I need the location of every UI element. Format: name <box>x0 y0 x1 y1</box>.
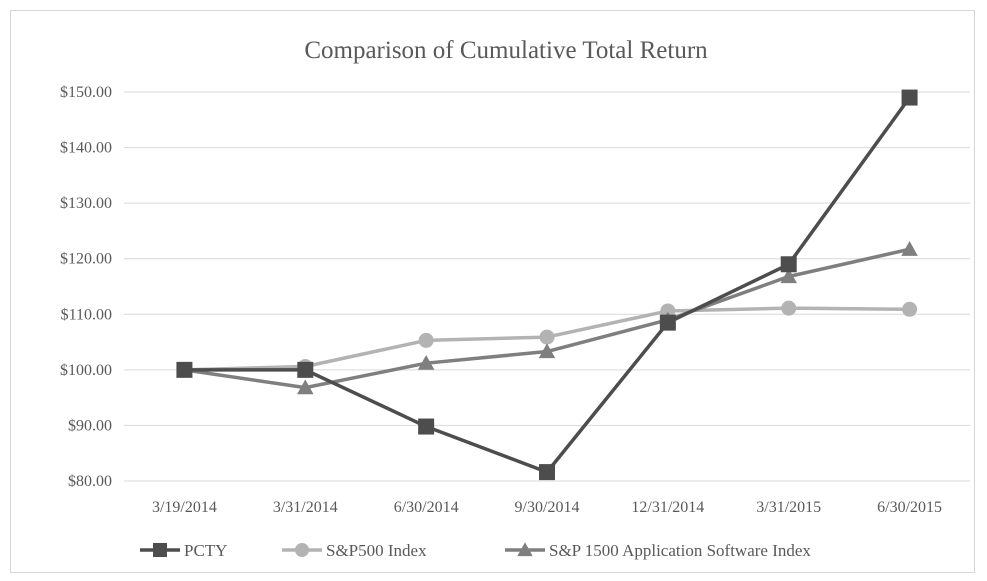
series-pcty <box>176 89 918 481</box>
legend-label: PCTY <box>184 541 227 560</box>
y-tick-label: $90.00 <box>68 417 112 434</box>
x-tick-label: 9/30/2014 <box>515 499 580 516</box>
data-point-circle <box>781 300 797 316</box>
data-point-square <box>659 314 676 331</box>
y-axis-ticks: $80.00 $90.00 $100.00 $110.00 $120.00 $130.00… <box>60 84 112 490</box>
x-tick-label: 3/31/2014 <box>273 499 338 516</box>
x-tick-label: 6/30/2014 <box>394 499 459 516</box>
data-point-square <box>539 464 555 481</box>
data-point-square <box>153 543 167 557</box>
x-axis-ticks: 3/19/2014 3/31/2014 6/30/2014 9/30/2014 12/3… <box>152 499 942 516</box>
chart-frame <box>10 10 975 573</box>
legend: PCTY S&P500 Index S&P 1500 Application Sof… <box>140 541 811 560</box>
y-tick-label: $130.00 <box>60 195 112 212</box>
data-point-triangle <box>538 343 556 359</box>
y-tick-label: $140.00 <box>60 140 112 157</box>
data-point-circle <box>295 543 309 557</box>
series-lines <box>176 89 918 481</box>
series-s-p500-index <box>176 300 918 378</box>
data-point-triangle <box>417 354 435 370</box>
data-point-square <box>176 361 193 378</box>
x-tick-label: 6/30/2015 <box>877 499 942 516</box>
data-point-triangle <box>901 241 918 256</box>
data-point-triangle <box>517 542 533 557</box>
data-point-square <box>901 89 918 106</box>
x-tick-label: 3/31/2015 <box>756 499 821 516</box>
legend-label: S&P500 Index <box>326 541 427 560</box>
data-point-circle <box>902 301 918 317</box>
data-point-circle <box>418 332 434 348</box>
x-tick-label: 3/19/2014 <box>152 499 217 516</box>
legend-item: S&P 1500 Application Software Index <box>505 541 811 560</box>
data-point-triangle <box>297 379 314 395</box>
legend-item: S&P500 Index <box>282 541 427 560</box>
legend-item: PCTY <box>140 541 227 560</box>
x-tick-label: 12/31/2014 <box>631 499 704 516</box>
data-point-square <box>780 256 797 273</box>
data-point-square <box>418 418 435 435</box>
y-tick-label: $80.00 <box>68 473 112 490</box>
chart-title: Comparison of Cumulative Total Return <box>304 37 708 64</box>
series-line <box>184 96 911 474</box>
legend-label: S&P 1500 Application Software Index <box>549 541 811 560</box>
data-point-circle <box>539 329 555 345</box>
y-tick-label: $100.00 <box>60 362 112 379</box>
y-tick-label: $110.00 <box>61 306 112 323</box>
y-tick-label: $150.00 <box>60 84 112 101</box>
gridlines <box>124 91 970 482</box>
y-tick-label: $120.00 <box>60 251 112 268</box>
data-point-triangle <box>780 268 797 284</box>
data-point-square <box>297 361 314 378</box>
